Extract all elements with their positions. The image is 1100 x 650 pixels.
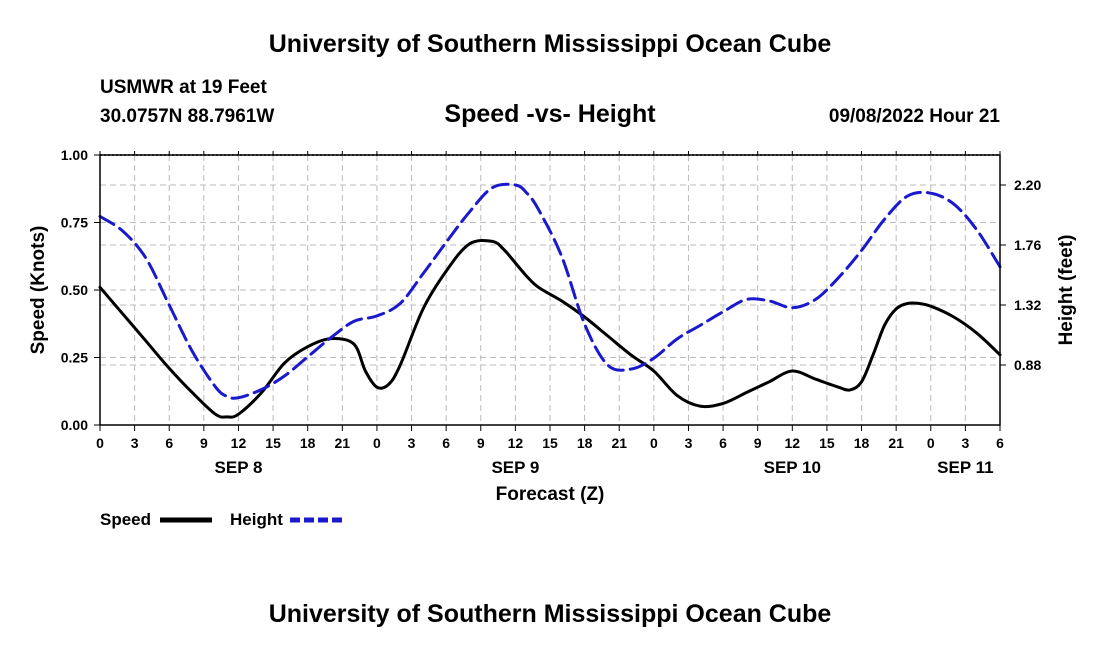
x-tick-label: 9 — [754, 435, 762, 451]
x-tick-label: 0 — [96, 435, 104, 451]
series-layer — [98, 182, 1002, 419]
x-tick-label: 0 — [927, 435, 935, 451]
y-tick-label: 0.00 — [61, 417, 88, 433]
x-tick-label: 0 — [650, 435, 658, 451]
x-tick-label: 6 — [996, 435, 1004, 451]
y2-tick-label: 1.32 — [1014, 297, 1041, 313]
day-label: SEP 9 — [491, 458, 539, 477]
x-tick-label: 15 — [819, 435, 835, 451]
axis-layer: 0 3 6 9 12 15 18 21 0 3 6 9 12 15 18 21 0 3 6 9 12 15 18 21 0 3 6 0… — [61, 147, 1042, 477]
legend-speed-label: Speed — [100, 510, 151, 529]
x-tick-label: 6 — [442, 435, 450, 451]
page-title-top: University of Southern Mississippi Ocean… — [268, 30, 832, 58]
x-tick-label: 0 — [373, 435, 381, 451]
x-tick-label: 3 — [131, 435, 139, 451]
day-label: SEP 11 — [937, 458, 993, 477]
x-tick-label: 18 — [577, 435, 593, 451]
forecast-datetime: 09/08/2022 Hour 21 — [828, 106, 1000, 127]
grid-layer — [100, 155, 1000, 425]
station-name: USMWR at 19 Feet — [100, 77, 267, 98]
page-title-bottom: University of Southern Mississippi Ocean… — [268, 600, 832, 628]
x-tick-label: 12 — [785, 435, 801, 451]
y-tick-label: 0.25 — [61, 350, 88, 366]
y2-tick-label: 1.76 — [1014, 237, 1041, 253]
x-tick-label: 3 — [961, 435, 969, 451]
y-axis-title-left: Speed (Knots) — [28, 226, 49, 355]
day-label: SEP 10 — [764, 458, 821, 477]
y-tick-label: 1.00 — [61, 147, 88, 163]
x-axis-title: Forecast (Z) — [496, 484, 605, 505]
x-tick-label: 3 — [685, 435, 693, 451]
x-tick-label: 6 — [719, 435, 727, 451]
x-tick-label: 21 — [611, 435, 627, 451]
x-tick-label: 15 — [542, 435, 558, 451]
chart-title: Speed -vs- Height — [444, 100, 656, 128]
y2-tick-label: 2.20 — [1014, 177, 1041, 193]
y-axis-title-right: Height (feet) — [1056, 235, 1077, 346]
x-tick-label: 18 — [854, 435, 870, 451]
legend: Speed Height — [100, 510, 342, 529]
x-tick-label: 18 — [300, 435, 316, 451]
station-coordinates: 30.0757N 88.7961W — [100, 106, 275, 127]
y2-tick-label: 0.88 — [1014, 357, 1041, 373]
x-tick-label: 21 — [888, 435, 904, 451]
x-tick-label: 12 — [231, 435, 247, 451]
x-tick-label: 9 — [200, 435, 208, 451]
legend-height-label: Height — [230, 510, 283, 529]
series-line-speed — [98, 239, 1002, 419]
y-tick-label: 0.50 — [61, 282, 88, 298]
x-tick-label: 9 — [477, 435, 485, 451]
series-line-height — [98, 182, 1002, 400]
x-tick-label: 15 — [265, 435, 281, 451]
day-label: SEP 8 — [215, 458, 263, 477]
x-tick-label: 12 — [508, 435, 524, 451]
x-tick-label: 6 — [165, 435, 173, 451]
x-tick-label: 21 — [335, 435, 351, 451]
x-tick-label: 3 — [408, 435, 416, 451]
y-tick-label: 0.75 — [61, 215, 88, 231]
